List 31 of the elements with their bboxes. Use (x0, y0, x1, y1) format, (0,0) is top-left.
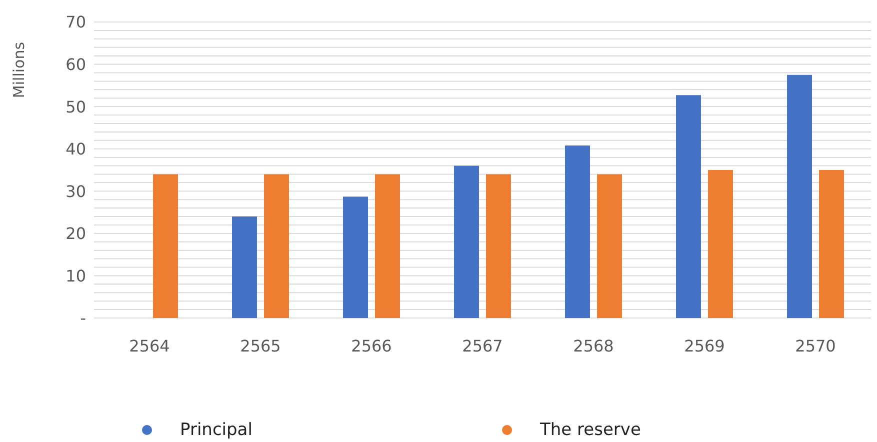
x-tick-label: 2565 (240, 336, 281, 356)
y-axis-title: Millions (10, 42, 28, 98)
y-tick-label: 10 (66, 266, 86, 286)
y-tick-label: 60 (66, 54, 86, 74)
bar (153, 174, 178, 318)
bar (708, 170, 733, 318)
legend-label: The reserve (540, 420, 641, 440)
y-tick-label: 20 (66, 224, 86, 244)
x-tick-label: 2569 (684, 336, 725, 356)
bar (454, 166, 479, 318)
legend-label: Principal (180, 420, 252, 440)
bar (486, 174, 511, 318)
x-tick-label: 2567 (462, 336, 503, 356)
bar (343, 196, 368, 318)
y-tick-label: 50 (66, 97, 86, 116)
bar (232, 216, 257, 318)
y-tick-label: 40 (66, 140, 86, 159)
x-tick-label: 2564 (129, 336, 170, 356)
x-tick-label: 2566 (351, 336, 392, 356)
y-tick-label: - (80, 308, 86, 328)
x-tick-label: 2570 (795, 336, 836, 356)
bar (676, 95, 701, 318)
bar (264, 174, 289, 318)
y-tick-label: 70 (66, 12, 86, 32)
bar (565, 145, 590, 318)
bar (787, 74, 812, 318)
x-tick-label: 2568 (573, 336, 614, 356)
bar (819, 170, 844, 318)
y-tick-label: 30 (66, 182, 86, 201)
bar (375, 174, 400, 318)
bar (597, 174, 622, 318)
